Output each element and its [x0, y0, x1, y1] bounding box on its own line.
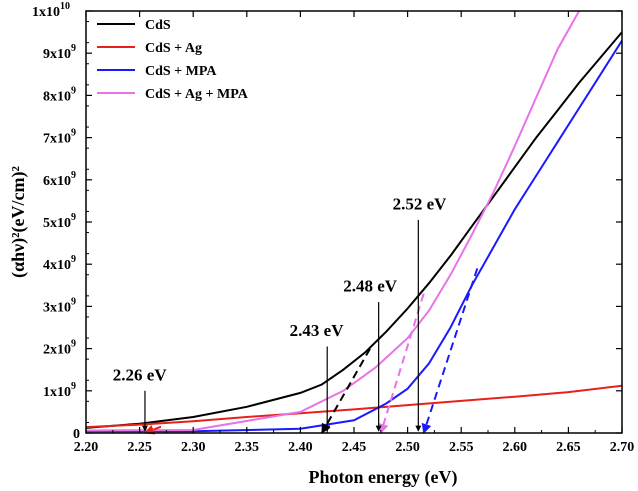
- x-tick-label: 2.70: [610, 440, 635, 455]
- annotation-label-0: 2.26 eV: [113, 365, 168, 384]
- y-tick-label: 1x109: [43, 381, 76, 400]
- annotation-label-2: 2.48 eV: [343, 277, 398, 296]
- y-tick-label: 5x109: [43, 212, 76, 231]
- legend-label-0: CdS: [145, 18, 171, 33]
- series-line-3: [86, 11, 580, 432]
- tangent-line-2: [421, 268, 479, 434]
- legend-label-2: CdS + MPA: [145, 64, 217, 79]
- y-tick-label: 4x109: [43, 254, 76, 273]
- y-tick-label: 1x1010: [32, 1, 70, 20]
- y-axis-title: (αhν)²(eV/cm)²: [8, 166, 29, 278]
- tangent-line-1: [144, 425, 162, 435]
- x-tick-label: 2.25: [127, 440, 152, 455]
- x-tick-label: 2.20: [74, 440, 99, 455]
- x-tick-label: 2.45: [342, 440, 367, 455]
- legend-label-1: CdS + Ag: [145, 41, 202, 56]
- y-tick-label: 6x109: [43, 170, 76, 189]
- y-tick-label: 3x109: [43, 296, 76, 315]
- x-tick-label: 2.40: [288, 440, 313, 455]
- x-tick-label: 2.55: [449, 440, 474, 455]
- x-tick-label: 2.65: [556, 440, 581, 455]
- series-line-1: [86, 384, 622, 429]
- x-axis-title: Photon energy (eV): [309, 467, 458, 488]
- y-tick-label: 0: [73, 427, 80, 442]
- annotation-label-1: 2.43 eV: [290, 321, 345, 340]
- y-tick-label: 9x109: [43, 43, 76, 62]
- annotation-label-3: 2.52 eV: [393, 194, 448, 213]
- legend-label-3: CdS + Ag + MPA: [145, 87, 249, 102]
- y-tick-label: 8x109: [43, 85, 76, 104]
- tangent-line-0: [320, 348, 371, 434]
- x-tick-label: 2.30: [181, 440, 206, 455]
- y-tick-label: 2x109: [43, 339, 76, 358]
- y-tick-label: 7x109: [43, 128, 76, 147]
- x-tick-label: 2.35: [235, 440, 260, 455]
- tangent-line-3: [378, 293, 425, 434]
- x-tick-label: 2.50: [395, 440, 420, 455]
- x-tick-label: 2.60: [503, 440, 528, 455]
